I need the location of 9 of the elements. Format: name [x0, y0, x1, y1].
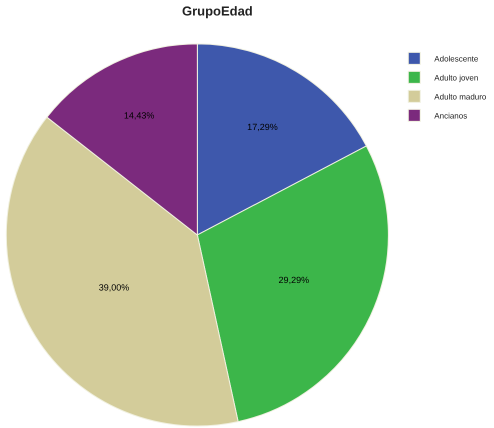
data-label: 29,29% — [278, 274, 310, 285]
data-label: 39,00% — [98, 282, 130, 292]
data-label: 14,43% — [124, 110, 154, 121]
data-label: 17,29% — [247, 122, 278, 132]
legend-label: Adulto joven — [434, 74, 478, 83]
chart-title: GrupoEdad — [182, 4, 253, 19]
legend-label: Adulto maduro — [434, 92, 487, 102]
legend-label: Adolescente — [434, 54, 479, 64]
legend-label: Ancianos — [434, 112, 468, 121]
